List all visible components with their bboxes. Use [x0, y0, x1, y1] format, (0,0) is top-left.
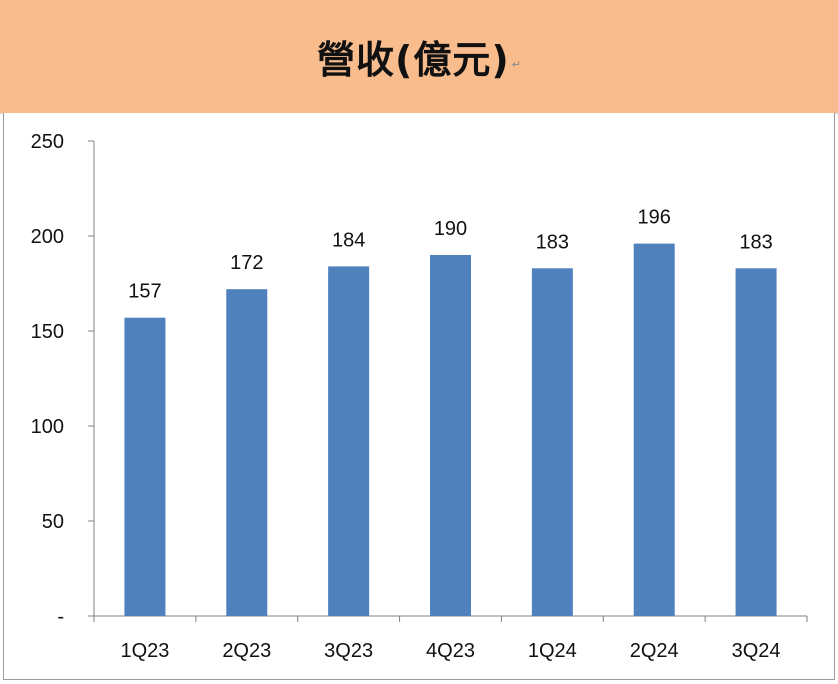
- data-label: 190: [434, 218, 467, 240]
- chart-title-band: 營收(億元) ↵: [0, 0, 838, 114]
- x-tick-label: 4Q23: [426, 640, 475, 662]
- x-tick-label: 2Q24: [630, 640, 679, 662]
- bar: [124, 317, 166, 616]
- x-tick-label: 3Q23: [324, 640, 373, 662]
- data-label: 183: [536, 231, 569, 253]
- data-label: 172: [230, 252, 263, 274]
- y-tick-label: 200: [31, 226, 64, 248]
- x-tick-label: 1Q23: [120, 640, 169, 662]
- return-mark-icon: ↵: [511, 58, 521, 71]
- data-label: 183: [739, 231, 772, 253]
- y-tick-label: -: [57, 606, 64, 628]
- y-tick-label: 250: [31, 131, 64, 153]
- data-label: 157: [128, 281, 161, 303]
- x-tick-label: 2Q23: [222, 640, 271, 662]
- x-tick-label: 3Q24: [732, 640, 781, 662]
- bar: [328, 266, 370, 616]
- chart-frame: - 50 100 150 200 250 157 1Q23 172 2Q23 184 3Q23 190 4…: [3, 113, 835, 680]
- bar: [531, 268, 573, 616]
- bar: [735, 268, 777, 616]
- bar: [226, 289, 268, 616]
- y-tick-label: 150: [31, 321, 64, 343]
- data-label: 196: [638, 207, 671, 229]
- bar: [633, 243, 675, 616]
- data-label: 184: [332, 229, 365, 251]
- y-tick-label: 100: [31, 416, 64, 438]
- y-tick-label: 50: [42, 511, 64, 533]
- bar: [430, 255, 471, 616]
- chart-title: 營收(億元): [317, 38, 510, 82]
- bar-chart: - 50 100 150 200 250 157 1Q23 172 2Q23 184 3Q23 190 4…: [31, 131, 808, 662]
- x-tick-label: 1Q24: [528, 640, 577, 662]
